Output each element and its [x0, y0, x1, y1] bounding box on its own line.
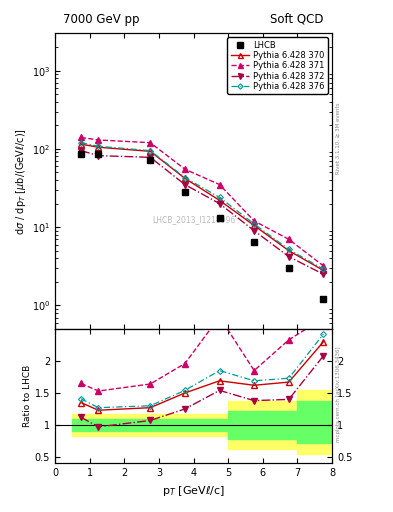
Pythia 6.428 371 — [182, 166, 187, 172]
Pythia 6.428 372 — [79, 147, 83, 154]
LHCB — [148, 157, 152, 163]
Pythia 6.428 370 — [321, 267, 326, 273]
X-axis label: p$_T$ [GeV$\ell$/c]: p$_T$ [GeV$\ell$/c] — [162, 484, 225, 498]
Y-axis label: Ratio to LHCB: Ratio to LHCB — [23, 365, 32, 428]
Line: LHCB: LHCB — [77, 151, 327, 303]
Pythia 6.428 372 — [148, 154, 152, 160]
Pythia 6.428 372 — [96, 153, 101, 159]
Line: Pythia 6.428 372: Pythia 6.428 372 — [78, 148, 326, 277]
Pythia 6.428 370 — [286, 248, 291, 254]
Pythia 6.428 370 — [148, 148, 152, 155]
Pythia 6.428 371 — [217, 181, 222, 187]
Text: mcplots.cern.ch [arXiv:1306.3436]: mcplots.cern.ch [arXiv:1306.3436] — [336, 347, 341, 442]
Pythia 6.428 370 — [217, 197, 222, 203]
LHCB — [286, 265, 291, 271]
Line: Pythia 6.428 371: Pythia 6.428 371 — [78, 135, 326, 269]
Pythia 6.428 376 — [252, 221, 257, 227]
LHCB — [96, 152, 101, 158]
LHCB — [321, 296, 326, 302]
LHCB — [252, 239, 257, 245]
LHCB — [217, 215, 222, 221]
Pythia 6.428 376 — [321, 266, 326, 272]
Text: Soft QCD: Soft QCD — [270, 13, 324, 26]
Pythia 6.428 371 — [148, 140, 152, 146]
Pythia 6.428 376 — [286, 246, 291, 252]
Pythia 6.428 371 — [79, 134, 83, 140]
Line: Pythia 6.428 370: Pythia 6.428 370 — [78, 141, 326, 273]
Pythia 6.428 370 — [252, 222, 257, 228]
Y-axis label: d$\sigma$ / dp$_T$ [$\mu$b/(GeV$\ell$/c)]: d$\sigma$ / dp$_T$ [$\mu$b/(GeV$\ell$/c)… — [14, 127, 28, 234]
Pythia 6.428 371 — [286, 236, 291, 242]
Pythia 6.428 376 — [148, 147, 152, 154]
Pythia 6.428 372 — [286, 253, 291, 260]
Pythia 6.428 372 — [182, 181, 187, 187]
Pythia 6.428 370 — [96, 144, 101, 151]
Pythia 6.428 372 — [321, 271, 326, 278]
Pythia 6.428 371 — [252, 218, 257, 224]
Legend: LHCB, Pythia 6.428 370, Pythia 6.428 371, Pythia 6.428 372, Pythia 6.428 376: LHCB, Pythia 6.428 370, Pythia 6.428 371… — [227, 37, 328, 94]
Text: pT(D$^0$) (y-3.0-3.5): pT(D$^0$) (y-3.0-3.5) — [239, 45, 327, 61]
Line: Pythia 6.428 376: Pythia 6.428 376 — [79, 141, 325, 271]
Text: Rivet 3.1.10, ≥ 3M events: Rivet 3.1.10, ≥ 3M events — [336, 102, 341, 174]
Pythia 6.428 371 — [96, 137, 101, 143]
Text: LHCB_2013_I1218996: LHCB_2013_I1218996 — [152, 215, 235, 224]
Pythia 6.428 376 — [79, 140, 83, 146]
Pythia 6.428 376 — [96, 143, 101, 150]
Pythia 6.428 372 — [217, 201, 222, 207]
Pythia 6.428 376 — [217, 195, 222, 201]
Text: 7000 GeV pp: 7000 GeV pp — [63, 13, 140, 26]
Pythia 6.428 371 — [321, 263, 326, 269]
LHCB — [79, 152, 83, 158]
Pythia 6.428 370 — [79, 141, 83, 147]
Pythia 6.428 372 — [252, 228, 257, 234]
Pythia 6.428 370 — [182, 175, 187, 181]
LHCB — [182, 189, 187, 195]
Pythia 6.428 376 — [182, 175, 187, 181]
